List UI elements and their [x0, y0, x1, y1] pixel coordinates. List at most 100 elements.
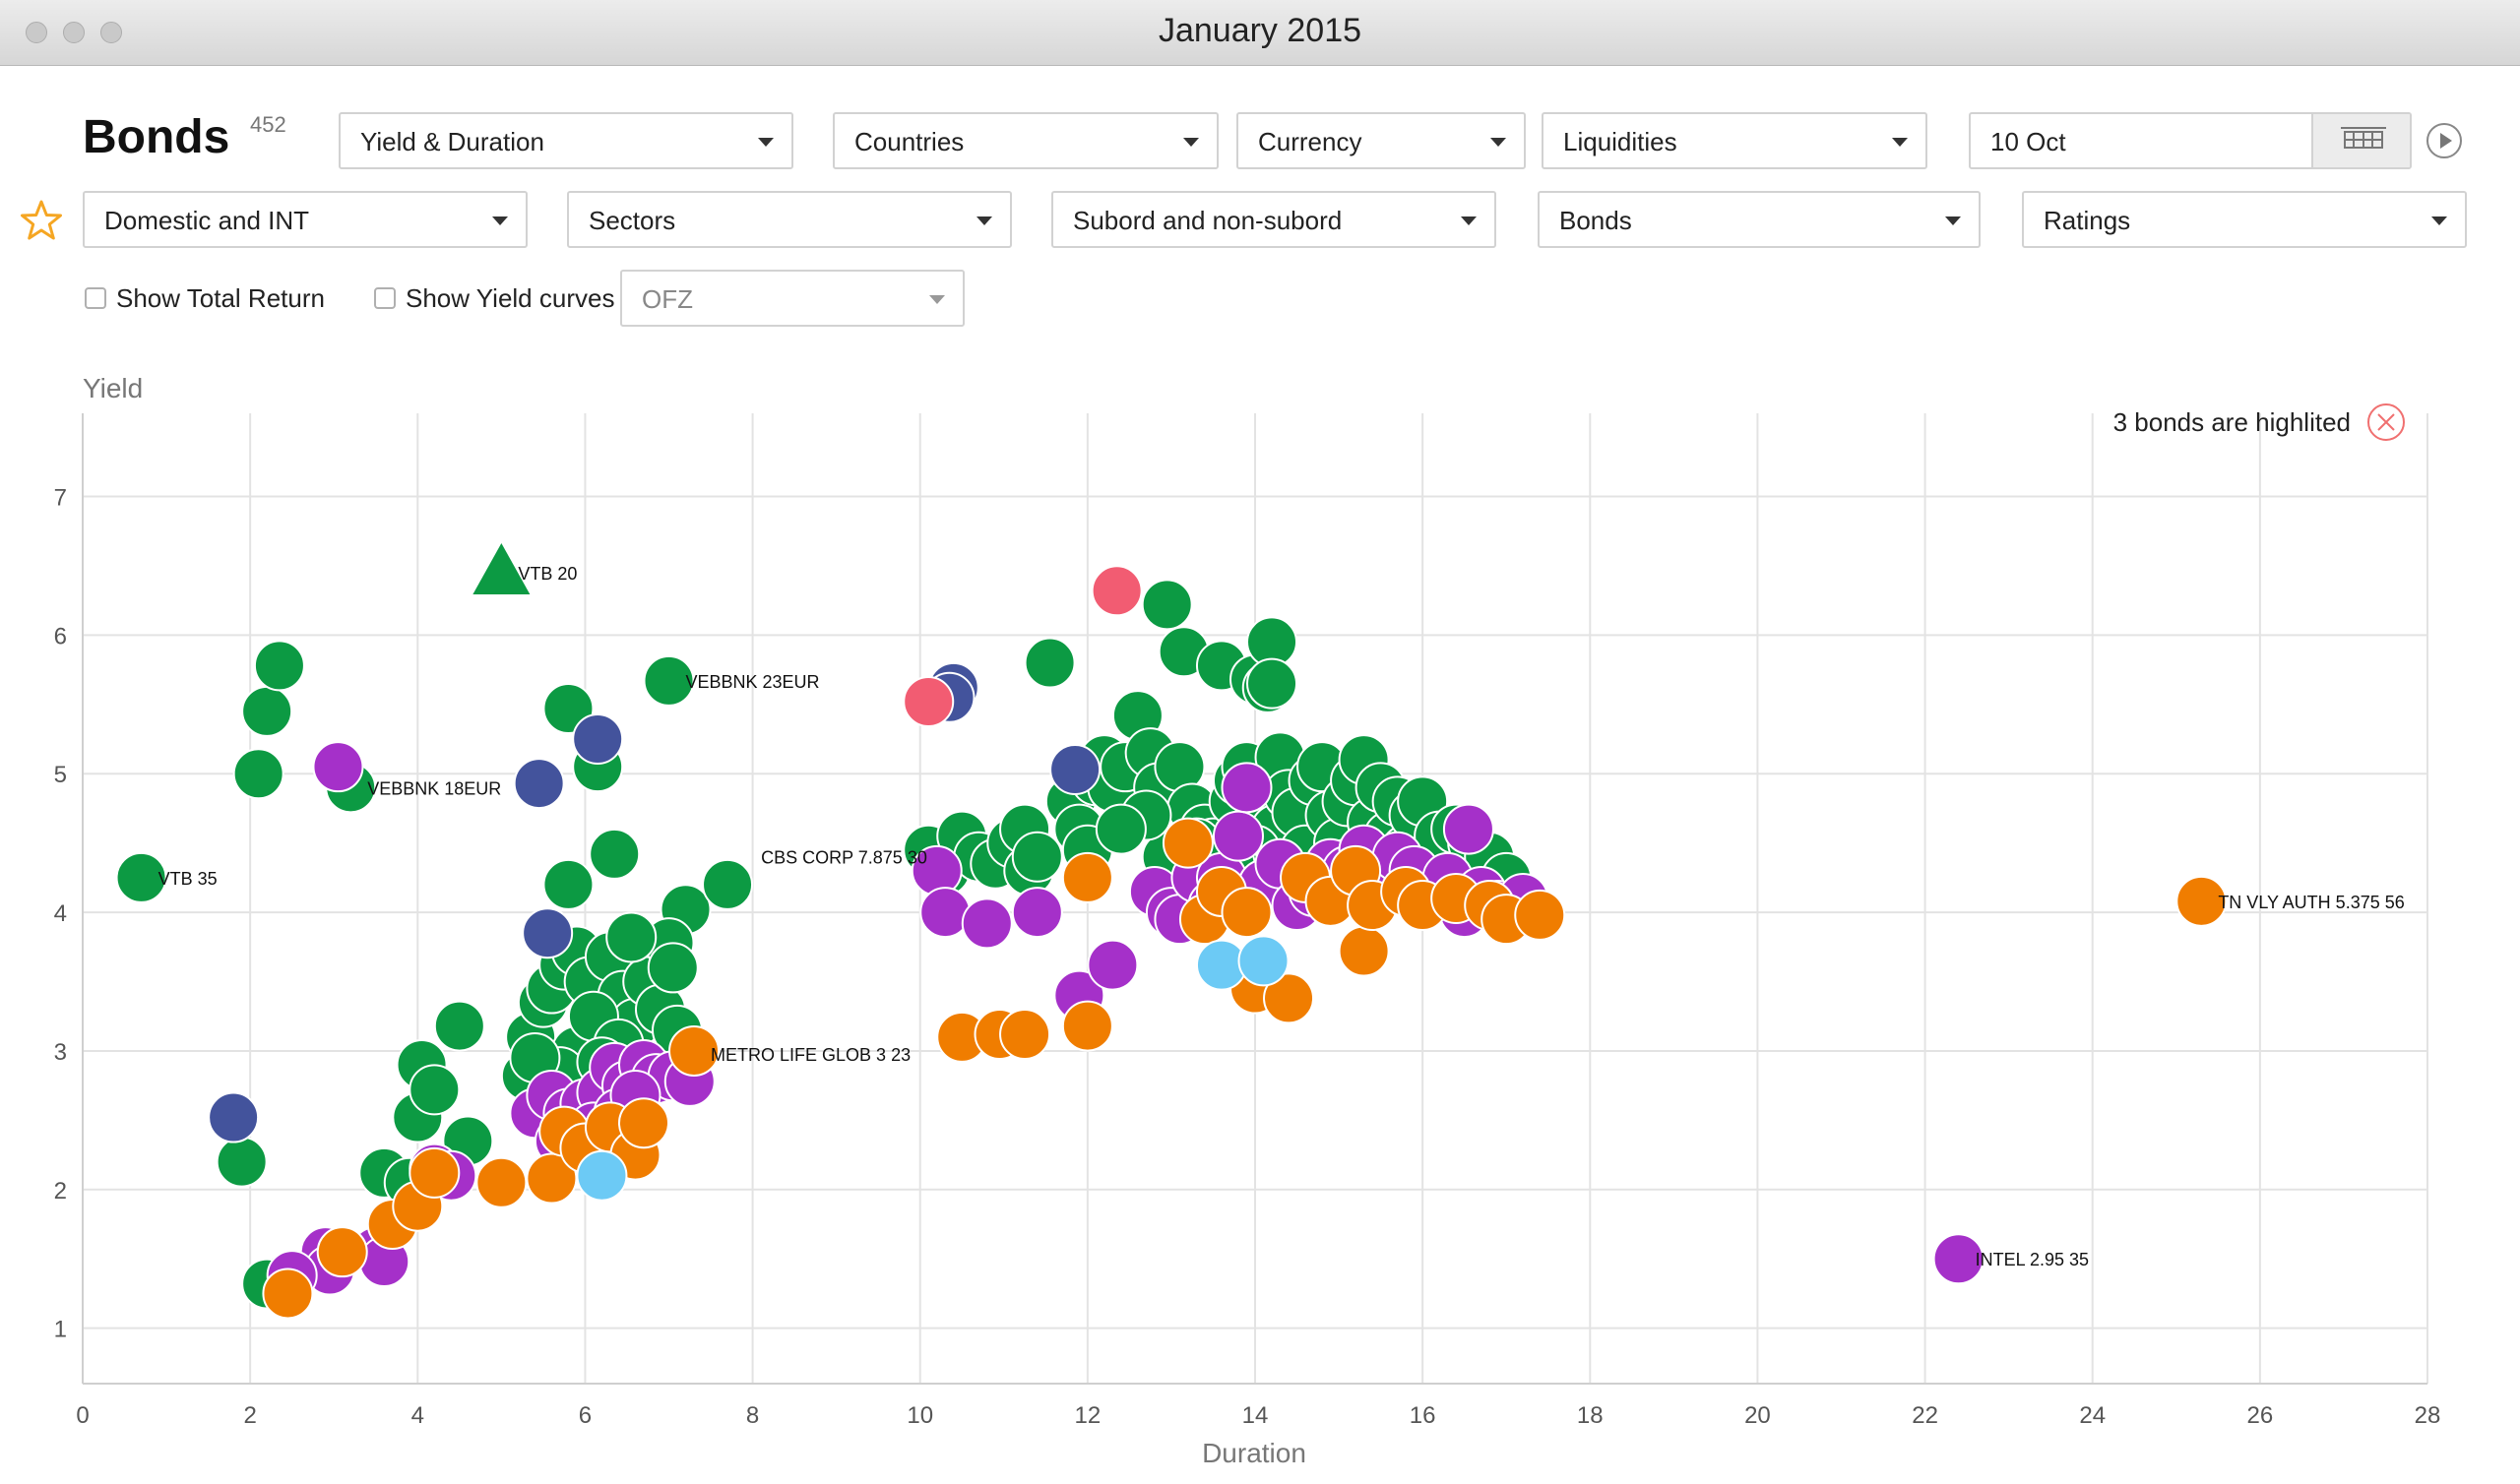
x-tick-label: 8 — [746, 1402, 759, 1429]
chevron-down-icon — [1945, 216, 1961, 225]
y-tick-label: 3 — [54, 1039, 67, 1066]
bond-point — [433, 1000, 485, 1052]
y-tick-label: 1 — [54, 1317, 67, 1343]
y-tick-label: 6 — [54, 623, 67, 649]
bond-point — [1237, 935, 1290, 987]
bond-point — [1442, 803, 1494, 855]
curve-select-label: OFZ — [642, 284, 693, 314]
liquidities-select[interactable]: Liquidities — [1542, 112, 1927, 169]
bond-point — [1212, 810, 1264, 862]
bond-point — [576, 1149, 628, 1202]
bond-point — [903, 675, 955, 727]
view-select-label: Yield & Duration — [360, 127, 544, 156]
bond-point — [312, 741, 364, 793]
bond-point — [475, 1156, 528, 1208]
bond-point — [643, 654, 695, 707]
bond-point — [1221, 762, 1273, 814]
bond-point — [1049, 744, 1102, 796]
bond-point — [316, 1226, 368, 1278]
zoom-window-button[interactable] — [100, 22, 122, 43]
y-tick-label: 7 — [54, 485, 67, 512]
sectors-select[interactable]: Sectors — [567, 191, 1012, 248]
subord-select[interactable]: Subord and non-subord — [1051, 191, 1496, 248]
bond-point — [262, 1268, 314, 1320]
bond-label: TN VLY AUTH 5.375 56 — [2218, 893, 2404, 912]
show-yield-curves-label: Show Yield curves — [406, 283, 615, 313]
x-tick-label: 12 — [1075, 1402, 1102, 1429]
chevron-down-icon — [1490, 138, 1506, 147]
bond-point — [1246, 657, 1298, 710]
bond-point — [589, 828, 641, 880]
highlight-status: 3 bonds are highlited — [2113, 407, 2351, 437]
bond-point — [617, 1097, 669, 1149]
bond-point — [409, 1064, 461, 1116]
y-tick-label: 5 — [54, 762, 67, 788]
bond-point — [253, 640, 305, 692]
bond-point — [647, 942, 699, 994]
bond-point — [961, 897, 1013, 950]
bond-point — [208, 1091, 260, 1144]
x-tick-label: 20 — [1744, 1402, 1771, 1429]
show-total-return-label: Show Total Return — [116, 283, 325, 313]
show-total-return-checkbox[interactable] — [85, 287, 106, 309]
x-tick-label: 2 — [243, 1402, 256, 1429]
date-value: 10 Oct — [1990, 127, 2066, 156]
view-select[interactable]: Yield & Duration — [339, 112, 793, 169]
currency-select[interactable]: Currency — [1236, 112, 1526, 169]
x-tick-label: 16 — [1410, 1402, 1436, 1429]
chevron-down-icon — [976, 216, 992, 225]
bond-label: VEBBNK 23EUR — [686, 672, 820, 692]
bond-point — [542, 858, 595, 910]
window-titlebar: January 2015 — [0, 0, 2520, 66]
calendar-grid-icon[interactable] — [2311, 114, 2410, 167]
minimize-window-button[interactable] — [63, 22, 85, 43]
y-tick-label: 4 — [54, 900, 67, 927]
y-axis-label: Yield — [83, 373, 143, 403]
chevron-down-icon — [1461, 216, 1477, 225]
x-tick-label: 24 — [2079, 1402, 2106, 1429]
bond-point — [668, 1024, 721, 1077]
countries-select[interactable]: Countries — [833, 112, 1219, 169]
star-icon[interactable] — [20, 199, 63, 242]
bond-label: VTB 20 — [518, 564, 577, 584]
chart-labels: VTB 20 VEBBNK 23EUR VEBBNK 18EUR VTB 35 CBS … — [158, 564, 2405, 1269]
bond-point — [572, 713, 624, 766]
bond-point — [702, 858, 754, 910]
close-circle-icon[interactable] — [2367, 403, 2405, 441]
countries-select-label: Countries — [854, 127, 965, 156]
bond-point — [2175, 875, 2228, 927]
play-icon[interactable] — [2426, 122, 2463, 159]
bond-label: VEBBNK 18EUR — [367, 778, 501, 798]
bond-point — [241, 685, 293, 737]
bond-point — [522, 907, 574, 959]
y-tick-label: 2 — [54, 1178, 67, 1205]
chevron-down-icon — [758, 138, 774, 147]
currency-select-label: Currency — [1258, 127, 1362, 156]
subord-select-label: Subord and non-subord — [1073, 206, 1343, 235]
bond-point — [409, 1146, 461, 1199]
show-yield-curves-checkbox[interactable] — [374, 287, 396, 309]
chevron-down-icon — [492, 216, 508, 225]
bond-label: INTEL 2.95 35 — [1976, 1250, 2089, 1269]
bond-point — [1011, 831, 1063, 883]
bond-point — [526, 1152, 578, 1205]
bond-point — [1095, 803, 1147, 855]
bond-point — [1087, 939, 1139, 991]
chevron-down-icon — [1183, 138, 1199, 147]
window-title: January 2015 — [1158, 12, 1362, 49]
close-window-button[interactable] — [26, 22, 47, 43]
issuer-type-select[interactable]: Domestic and INT — [83, 191, 528, 248]
date-picker[interactable]: 10 Oct — [1969, 112, 2412, 169]
ratings-select[interactable]: Ratings — [2022, 191, 2467, 248]
bond-point — [1338, 925, 1390, 977]
x-tick-label: 14 — [1242, 1402, 1269, 1429]
chart-points — [115, 542, 2228, 1320]
bond-point — [1932, 1233, 1984, 1285]
x-tick-label: 18 — [1577, 1402, 1604, 1429]
bond-point — [999, 1009, 1051, 1061]
bond-point — [1141, 579, 1193, 631]
bond-point — [1011, 887, 1063, 939]
curve-select[interactable]: OFZ — [620, 270, 965, 327]
bonds-select[interactable]: Bonds — [1538, 191, 1981, 248]
